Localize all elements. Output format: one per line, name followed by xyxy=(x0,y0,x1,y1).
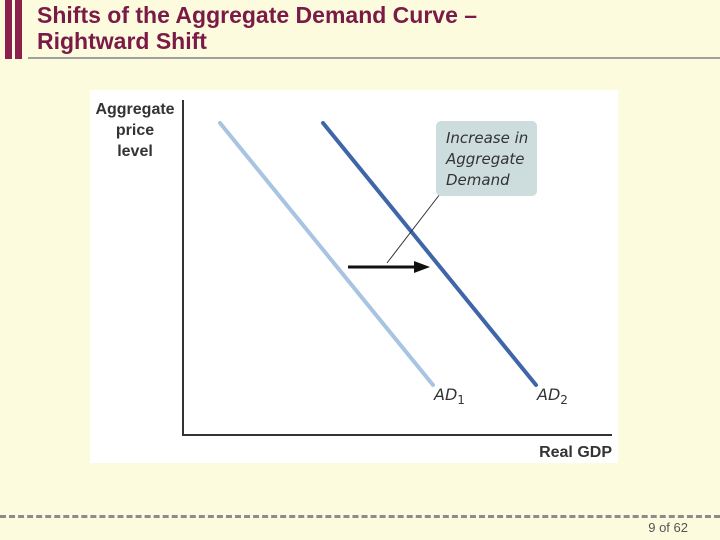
ad-shift-diagram: Aggregate price level Real GDP Increase … xyxy=(90,90,618,463)
accent-bar-left xyxy=(5,0,12,59)
y-axis-label-line-2: price xyxy=(115,122,155,139)
y-axis-label: Aggregate price level xyxy=(90,99,180,162)
ad1-label: AD1 xyxy=(434,385,465,407)
slide-title: Shifts of the Aggregate Demand Curve – R… xyxy=(37,2,707,54)
ad2-curve xyxy=(321,121,538,387)
ad2-label: AD2 xyxy=(537,385,568,407)
slide-title-line-1: Shifts of the Aggregate Demand Curve – xyxy=(37,2,478,28)
ad2-label-main: AD xyxy=(537,385,561,404)
title-underline xyxy=(28,57,720,59)
y-axis-label-line-1: Aggregate xyxy=(95,101,175,118)
y-axis-label-line-3: level xyxy=(117,143,153,160)
x-axis-label: Real GDP xyxy=(539,444,612,461)
page-number: 9 of 62 xyxy=(648,520,688,535)
ad2-label-subscript: 2 xyxy=(560,393,568,408)
ad1-curve xyxy=(218,121,435,387)
ad1-label-main: AD xyxy=(434,385,458,404)
increase-callout: Increase in Aggregate Demand xyxy=(436,121,537,196)
footer-divider xyxy=(0,515,720,518)
callout-pointer xyxy=(386,193,441,264)
diagram-canvas xyxy=(182,100,612,436)
shift-arrow-head xyxy=(414,261,430,273)
accent-bar-right xyxy=(15,0,22,59)
callout-line-1: Increase in xyxy=(446,129,529,147)
slide-title-line-2: Rightward Shift xyxy=(37,28,207,54)
ad1-label-subscript: 1 xyxy=(457,393,465,408)
callout-line-3: Demand xyxy=(446,171,510,189)
callout-line-2: Aggregate xyxy=(446,150,525,168)
